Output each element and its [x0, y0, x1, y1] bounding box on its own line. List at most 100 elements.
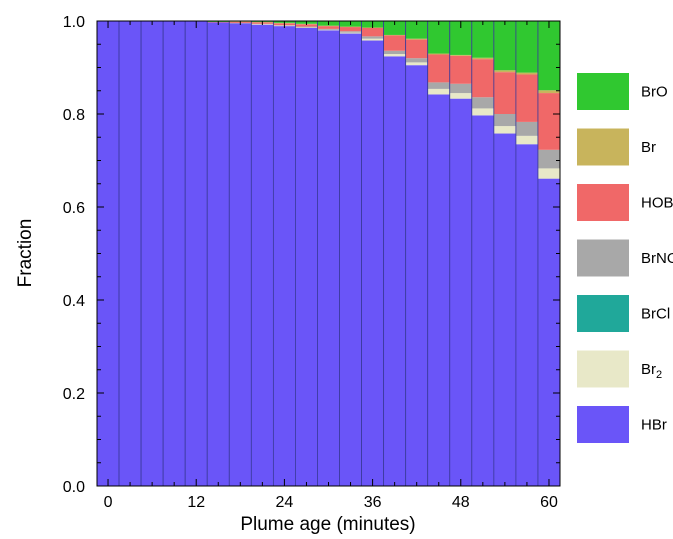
bar-hbr-27: [295, 27, 318, 486]
bar-hbr-57: [515, 144, 538, 486]
legend-label-brno3: BrNO3: [641, 250, 673, 270]
bar-hobr-42: [405, 39, 428, 59]
bar-brno3-48: [449, 83, 472, 94]
bar-bro-45: [427, 21, 450, 54]
legend-swatch-bro: [577, 73, 629, 110]
bar-hobr-30: [317, 26, 340, 29]
bar-bro-42: [405, 21, 428, 39]
bars-layer: [96, 20, 561, 487]
y-tick-label-3: 0.6: [63, 200, 85, 217]
bar-br2-45: [427, 88, 450, 95]
axis-ticks: [97, 20, 560, 487]
bar-br2-36: [361, 38, 384, 41]
y-tick-label-4: 0.8: [63, 107, 85, 124]
bar-br2-57: [515, 135, 538, 145]
x-axis-title: Plume age (minutes): [240, 514, 415, 535]
bar-hbr-60: [537, 178, 560, 486]
bar-br-57: [515, 72, 538, 75]
bar-hobr-45: [427, 54, 450, 83]
bar-brno3-57: [515, 121, 538, 136]
bar-hobr-60: [537, 93, 560, 150]
bar-brno3-51: [471, 97, 494, 109]
bar-hobr-51: [471, 59, 494, 98]
y-tick-label-2: 0.4: [63, 293, 85, 310]
bar-hbr-36: [361, 40, 384, 486]
bar-bro-39: [383, 21, 406, 35]
bar-hobr-39: [383, 35, 406, 51]
y-tick-label-5: 1.0: [63, 14, 85, 31]
bar-brno3-33: [339, 31, 362, 33]
legend-label-hbr: HBr: [641, 417, 667, 434]
bar-hbr-6: [141, 21, 164, 486]
bar-brno3-54: [493, 114, 516, 127]
bar-hbr-30: [317, 30, 340, 487]
legend-label-hobr: HOBr: [641, 195, 673, 212]
bar-hbr-39: [383, 56, 406, 487]
bar-hbr-51: [471, 115, 494, 487]
x-tick-label-5: 60: [540, 494, 558, 511]
legend-swatch-hobr: [577, 184, 629, 221]
bar-hbr-12: [185, 21, 208, 487]
y-tick-label-1: 0.2: [63, 386, 85, 403]
bar-br2-51: [471, 108, 494, 116]
bar-brno3-39: [383, 50, 406, 55]
legend-swatch-br2: [577, 350, 629, 388]
legend-swatch-brno3: [577, 239, 629, 277]
bar-hbr-9: [163, 21, 186, 486]
bar-brno3-36: [361, 36, 384, 39]
bar-br2-39: [383, 54, 406, 57]
axis-tick-labels: 0.0 0.2 0.4 0.6 0.8 1.0 0 12 24 36 48 60: [63, 14, 558, 511]
bar-br2-54: [493, 126, 516, 134]
bar-br-48: [449, 54, 472, 56]
bar-hbr-48: [449, 98, 472, 486]
bar-hbr-24: [273, 26, 296, 487]
bar-hbr-21: [251, 24, 274, 486]
bar-hbr-45: [427, 94, 450, 486]
x-tick-label-2: 24: [276, 494, 294, 511]
bar-brno3-30: [317, 28, 340, 30]
x-tick-label-3: 36: [364, 494, 382, 511]
bar-hbr-42: [405, 65, 428, 487]
x-tick-label-4: 48: [452, 494, 470, 511]
bar-hobr-33: [339, 27, 362, 32]
bar-hobr-57: [515, 74, 538, 122]
bar-hbr-3: [119, 21, 142, 486]
bar-bro-60: [537, 21, 560, 91]
legend-label-br: Br: [641, 139, 656, 156]
bar-br-42: [405, 38, 428, 40]
bar-hbr-33: [339, 33, 362, 487]
bar-br-60: [537, 90, 560, 94]
bar-brno3-45: [427, 82, 450, 89]
legend-swatch-brcl: [577, 295, 629, 332]
bar-brno3-27: [295, 26, 318, 28]
x-tick-label-1: 12: [187, 494, 205, 511]
bar-bro-51: [471, 21, 494, 58]
bar-br-51: [471, 57, 494, 60]
bar-br-45: [427, 53, 450, 55]
bar-hbr-54: [493, 133, 516, 486]
legend-label-br2: Br2: [641, 361, 662, 381]
bar-br-54: [493, 70, 516, 73]
bar-br2-48: [449, 93, 472, 99]
bar-bro-54: [493, 21, 516, 71]
y-tick-label-0: 0.0: [63, 479, 85, 496]
bar-hbr-0: [97, 21, 120, 486]
bar-brno3-60: [537, 149, 560, 169]
bar-hobr-54: [493, 72, 516, 114]
bar-br2-42: [405, 62, 428, 66]
legend-swatch-hbr: [577, 406, 629, 443]
bar-hbr-15: [207, 22, 230, 487]
bar-hobr-48: [449, 55, 472, 84]
legend: BrO Br HOBr BrNO3 BrCl Br2 HBr: [577, 73, 673, 443]
bar-hobr-36: [361, 27, 384, 37]
bar-br2-60: [537, 168, 560, 179]
y-axis-title: Fraction: [15, 219, 36, 288]
bar-hbr-18: [229, 23, 252, 486]
bar-brno3-42: [405, 58, 428, 63]
legend-swatch-br: [577, 128, 629, 166]
bar-hobr-27: [295, 24, 318, 27]
bar-br2-33: [339, 32, 362, 34]
bar-bro-57: [515, 21, 538, 73]
x-tick-label-0: 0: [104, 494, 113, 511]
